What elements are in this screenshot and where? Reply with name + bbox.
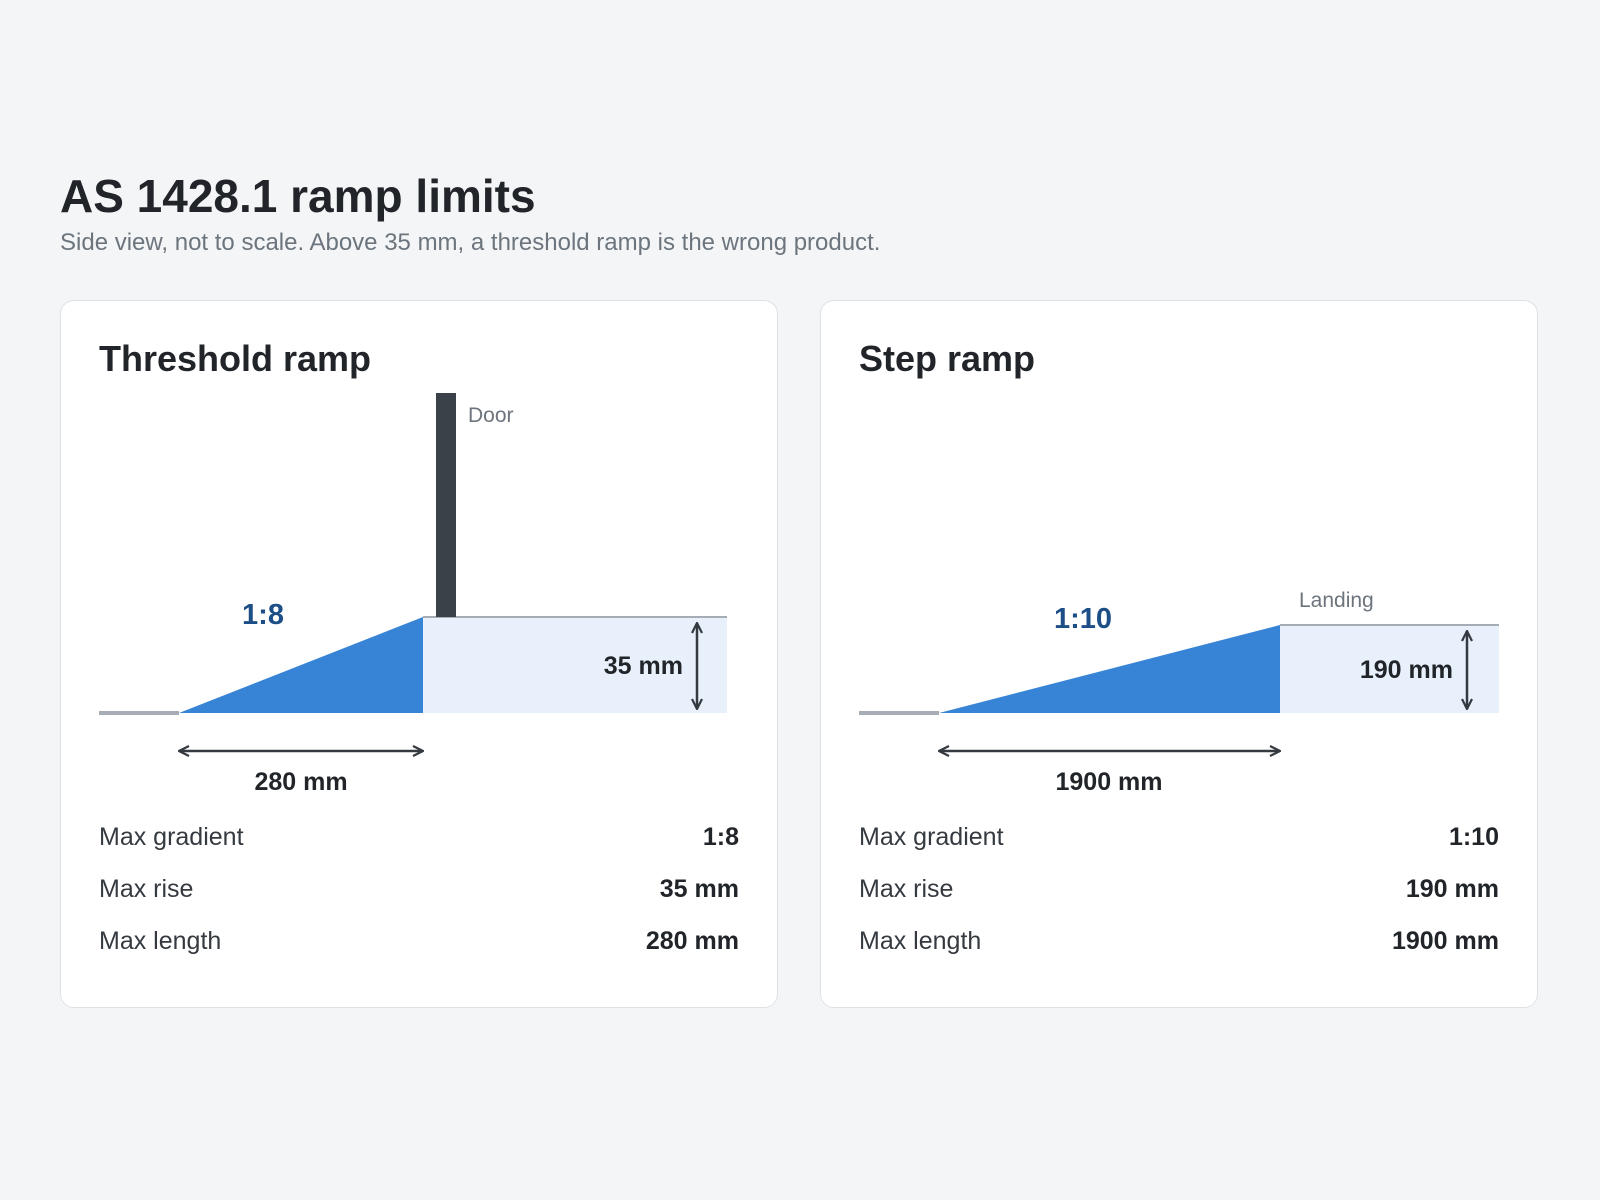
page-subtitle: Side view, not to scale. Above 35 mm, a … bbox=[60, 229, 881, 256]
spec-value: 190 mm bbox=[1405, 874, 1499, 903]
raised-floor bbox=[423, 617, 727, 713]
page-title: AS 1428.1 ramp limits bbox=[60, 170, 536, 222]
spec-label: Max rise bbox=[99, 874, 194, 903]
door bbox=[436, 393, 456, 617]
card-title: Threshold ramp bbox=[99, 338, 372, 379]
spec-row-max-length: Max length 1900 mm bbox=[859, 915, 1499, 967]
length-label: 280 mm bbox=[254, 768, 347, 796]
step-ramp-diagram: Landing 1:10 190 mm 1900 mm bbox=[859, 589, 1499, 796]
spec-row-max-gradient: Max gradient 1:8 bbox=[99, 811, 739, 863]
spec-value: 280 mm bbox=[645, 926, 739, 955]
spec-row-max-gradient: Max gradient 1:10 bbox=[859, 811, 1499, 863]
cards: Door 1:8 35 mm 280 mm Threshold ramp Max… bbox=[60, 300, 1540, 1010]
rise-label: 35 mm bbox=[604, 652, 683, 680]
spec-label: Max gradient bbox=[99, 822, 244, 851]
spec-label: Max rise bbox=[859, 874, 954, 903]
door-label: Door bbox=[468, 404, 514, 427]
spec-list: Max gradient 1:8 Max rise 35 mm Max leng… bbox=[99, 811, 739, 967]
gradient-label: 1:10 bbox=[1054, 603, 1112, 635]
spec-value: 1:10 bbox=[1448, 822, 1499, 851]
step-ramp-card: Landing 1:10 190 mm 1900 mm Step ramp Ma… bbox=[820, 300, 1538, 1008]
landing-label: Landing bbox=[1299, 589, 1374, 612]
spec-value: 1:8 bbox=[702, 822, 739, 851]
page: AS 1428.1 ramp limits Side view, not to … bbox=[60, 168, 1540, 1008]
threshold-ramp-wedge bbox=[179, 617, 423, 713]
threshold-ramp-diagram: Door 1:8 35 mm 280 mm bbox=[99, 393, 727, 796]
spec-row-max-rise: Max rise 190 mm bbox=[859, 863, 1499, 915]
gradient-label: 1:8 bbox=[242, 599, 284, 631]
length-label: 1900 mm bbox=[1055, 768, 1162, 796]
spec-label: Max gradient bbox=[859, 822, 1004, 851]
rise-label: 190 mm bbox=[1360, 656, 1453, 684]
spec-value: 35 mm bbox=[659, 874, 739, 903]
spec-row-max-rise: Max rise 35 mm bbox=[99, 863, 739, 915]
threshold-ramp-card: Door 1:8 35 mm 280 mm Threshold ramp Max… bbox=[60, 300, 778, 1008]
step-ramp-wedge bbox=[939, 625, 1280, 713]
spec-list: Max gradient 1:10 Max rise 190 mm Max le… bbox=[859, 811, 1499, 967]
spec-value: 1900 mm bbox=[1391, 926, 1499, 955]
spec-row-max-length: Max length 280 mm bbox=[99, 915, 739, 967]
card-title: Step ramp bbox=[859, 338, 1036, 379]
spec-label: Max length bbox=[99, 926, 222, 955]
spec-label: Max length bbox=[859, 926, 982, 955]
